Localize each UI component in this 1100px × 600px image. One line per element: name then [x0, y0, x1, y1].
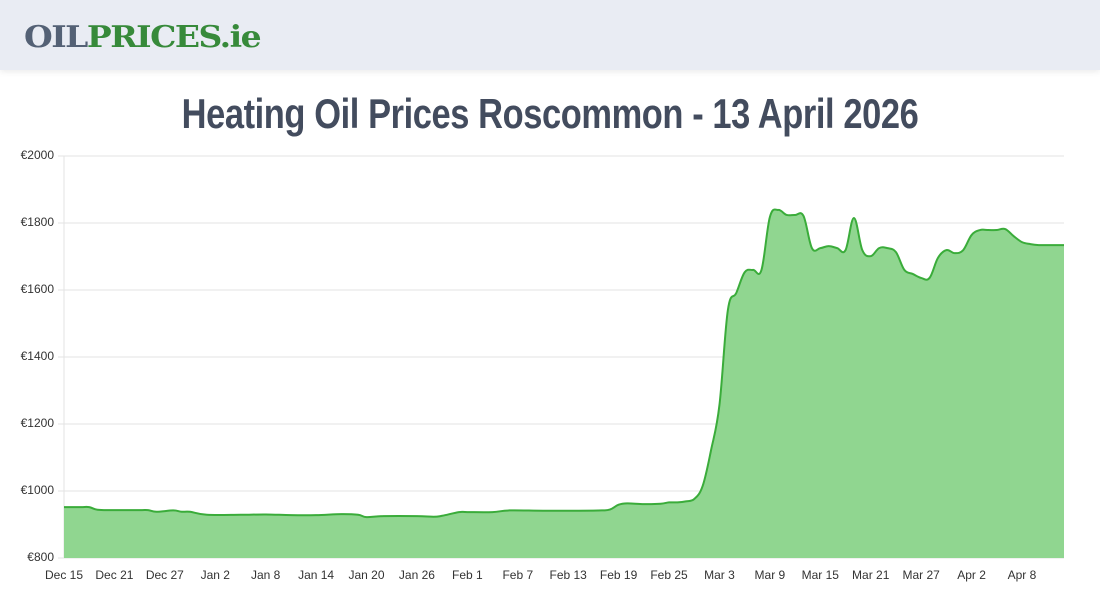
x-tick-label: Apr 2 — [957, 568, 986, 582]
x-tick-label: Dec 27 — [145, 568, 184, 582]
y-tick-label: €800 — [27, 550, 54, 564]
x-tick-label: Apr 8 — [1007, 568, 1037, 582]
y-tick-label: €1200 — [20, 416, 54, 430]
x-tick-label: Jan 2 — [200, 568, 230, 582]
y-tick-label: €1600 — [20, 282, 54, 296]
logo-oil-text: OIL — [24, 18, 88, 55]
y-tick-label: €1800 — [20, 215, 54, 229]
x-tick-label: Mar 9 — [754, 568, 786, 582]
logo-prices-text: PRICES.ie — [86, 18, 262, 55]
price-line[interactable] — [64, 208, 1064, 519]
x-tick-label: Mar 21 — [852, 568, 890, 582]
x-tick-label: Jan 26 — [398, 568, 435, 582]
x-tick-label: Jan 8 — [250, 568, 281, 582]
x-tick-label: Dec 21 — [95, 568, 134, 582]
site-logo[interactable]: OILPRICES.ie — [24, 18, 262, 56]
x-tick-label: Mar 27 — [902, 568, 940, 582]
site-header: OILPRICES.ie — [0, 0, 1100, 70]
x-tick-label: Dec 15 — [44, 568, 84, 582]
x-tick-label: Feb 19 — [599, 568, 638, 582]
x-tick-label: Mar 15 — [801, 568, 839, 582]
x-tick-label: Feb 7 — [502, 568, 534, 582]
x-tick-label: Mar 3 — [704, 568, 735, 582]
x-tick-label: Feb 13 — [549, 568, 587, 582]
y-tick-label: €2000 — [20, 148, 54, 162]
x-tick-label: Feb 1 — [452, 568, 483, 582]
x-tick-label: Jan 20 — [348, 568, 385, 582]
y-tick-label: €1400 — [20, 349, 54, 363]
y-tick-label: €1000 — [20, 483, 54, 497]
price-area-fill — [64, 209, 1064, 558]
x-tick-label: Feb 25 — [650, 568, 688, 582]
x-tick-label: Jan 14 — [298, 568, 335, 582]
page-title: Heating Oil Prices Roscommon - 13 April … — [181, 90, 919, 137]
